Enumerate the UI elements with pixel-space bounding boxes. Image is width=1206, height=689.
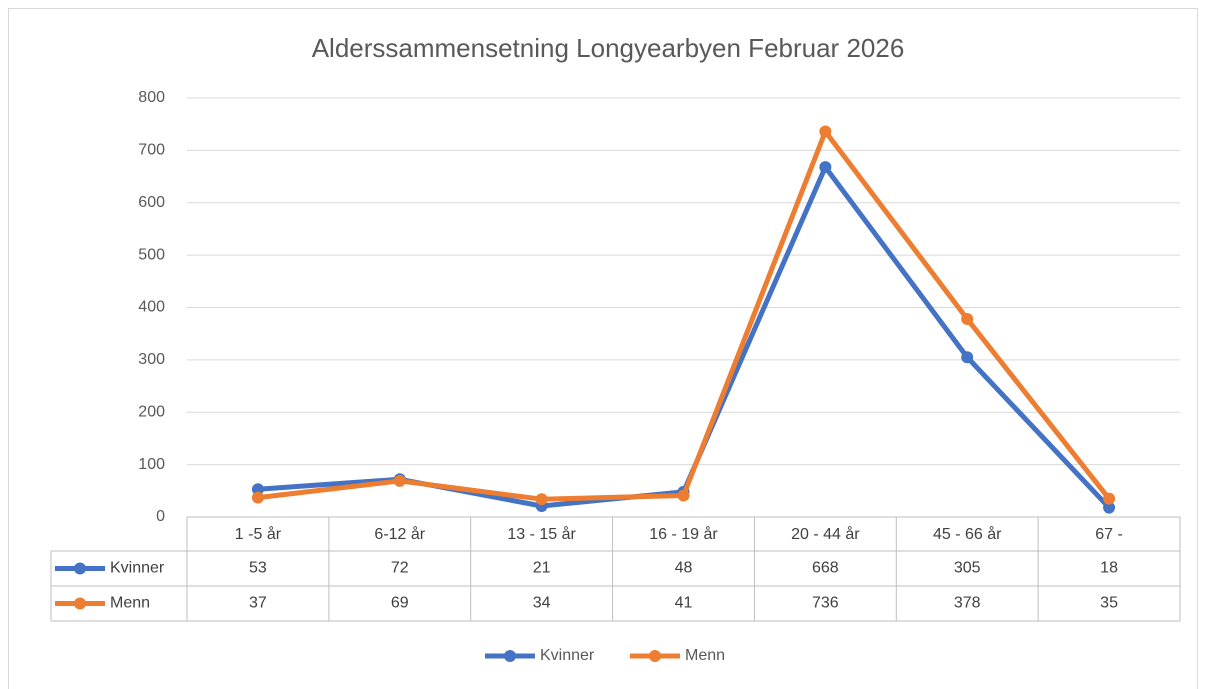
data-point (393, 474, 406, 487)
y-tick-label: 500 (138, 246, 165, 263)
y-tick-label: 100 (138, 456, 165, 473)
x-tick-label: 1 -5 år (235, 525, 282, 543)
data-point (819, 125, 832, 138)
table-row-label: Kvinner (110, 560, 165, 577)
legend-label: Menn (685, 647, 725, 664)
y-tick-label: 0 (156, 508, 165, 525)
table-value: 37 (249, 595, 267, 612)
y-tick-label: 400 (138, 299, 165, 316)
table-value: 53 (249, 560, 267, 577)
y-tick-label: 800 (138, 89, 165, 106)
legend-label: Kvinner (540, 647, 595, 664)
y-tick-label: 600 (138, 194, 165, 211)
table-value: 69 (391, 595, 409, 612)
y-tick-label: 700 (138, 142, 165, 159)
chart-border (8, 8, 1198, 689)
data-point (535, 493, 548, 506)
data-point (251, 483, 264, 496)
table-value: 305 (954, 560, 981, 577)
legend-key (504, 650, 516, 662)
table-value: 35 (1100, 595, 1118, 612)
x-tick-label: 45 - 66 år (933, 525, 1002, 543)
data-point (251, 491, 264, 504)
table-value: 41 (675, 595, 693, 612)
table-value: 668 (812, 560, 839, 577)
x-tick-label: 13 - 15 år (507, 525, 576, 543)
table-legend-key (74, 597, 86, 610)
table-row-label: Menn (110, 595, 150, 612)
data-point (961, 351, 974, 364)
data-point (677, 489, 690, 502)
y-tick-label: 300 (138, 351, 165, 368)
data-point (1103, 501, 1116, 514)
table-value: 34 (533, 595, 551, 612)
table-value: 736 (812, 595, 839, 612)
x-tick-label: 16 - 19 år (649, 525, 718, 543)
legend-key (649, 650, 661, 662)
data-point (961, 313, 974, 326)
table-value: 48 (675, 560, 693, 577)
table-value: 72 (391, 560, 409, 577)
table-value: 378 (954, 595, 981, 612)
table-legend-key (74, 562, 86, 575)
table-value: 21 (533, 560, 551, 577)
x-tick-label: 67 - (1095, 526, 1123, 543)
table-value: 18 (1100, 560, 1118, 577)
chart-title: Alderssammensetning Longyearbyen Februar… (312, 33, 905, 63)
data-point (1103, 492, 1116, 505)
x-tick-label: 20 - 44 år (791, 525, 860, 543)
y-tick-label: 200 (138, 403, 165, 420)
x-tick-label: 6-12 år (374, 525, 425, 543)
data-point (819, 161, 832, 174)
